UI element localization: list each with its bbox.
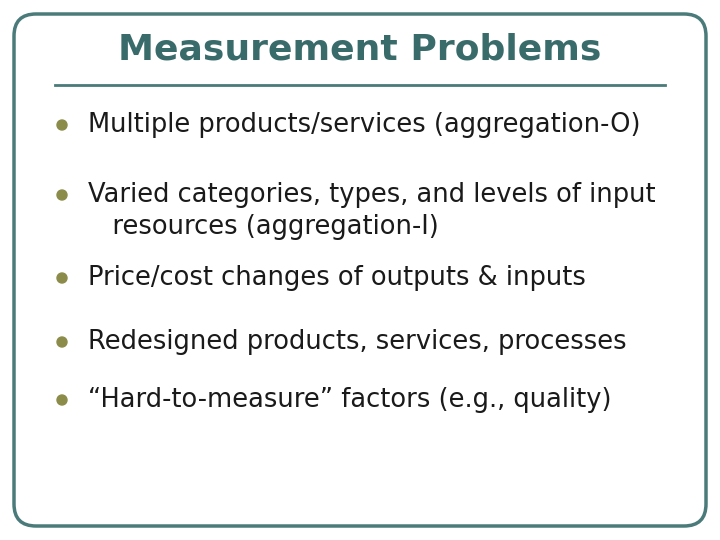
Circle shape [57, 337, 67, 347]
Text: Measurement Problems: Measurement Problems [118, 33, 602, 67]
Circle shape [57, 273, 67, 283]
Text: Varied categories, types, and levels of input: Varied categories, types, and levels of … [88, 182, 656, 208]
FancyBboxPatch shape [14, 14, 706, 526]
Circle shape [57, 395, 67, 405]
Circle shape [57, 190, 67, 200]
Text: resources (aggregation-I): resources (aggregation-I) [88, 214, 438, 240]
Text: Price/cost changes of outputs & inputs: Price/cost changes of outputs & inputs [88, 265, 586, 291]
Text: “Hard-to-measure” factors (e.g., quality): “Hard-to-measure” factors (e.g., quality… [88, 387, 611, 413]
Text: Multiple products/services (aggregation-O): Multiple products/services (aggregation-… [88, 112, 641, 138]
Circle shape [57, 120, 67, 130]
Text: Redesigned products, services, processes: Redesigned products, services, processes [88, 329, 626, 355]
